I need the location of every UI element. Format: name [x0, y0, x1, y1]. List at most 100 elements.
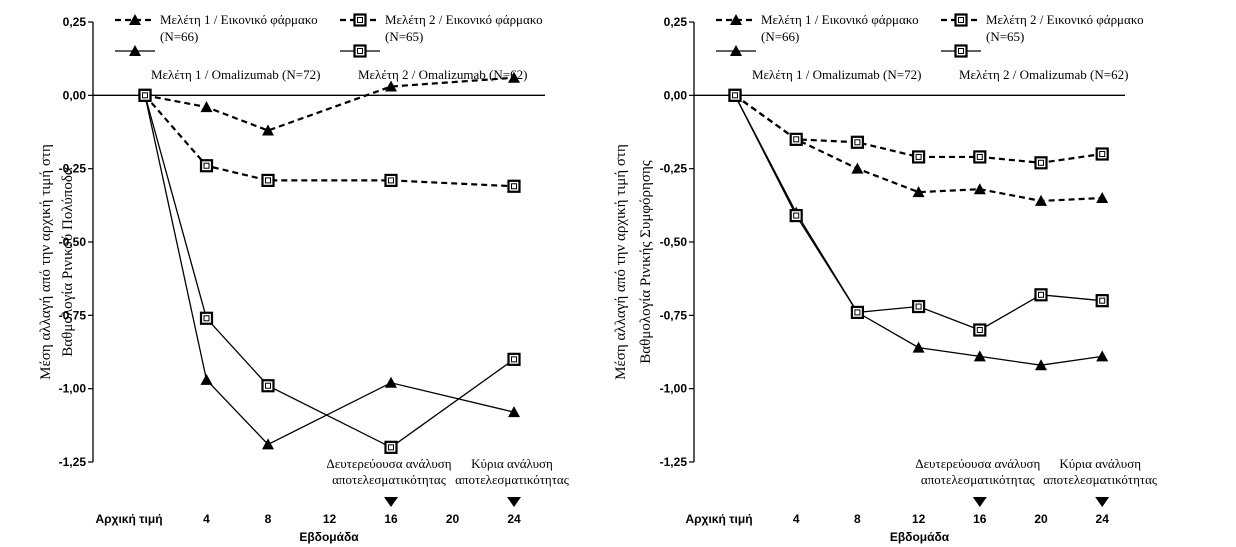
p2-series-1-point-1-inner [793, 136, 800, 143]
p1-series-1-line [144, 94, 515, 188]
p2-annotation-1-arrow [972, 497, 987, 507]
p2-y-tick-label-2: -0,25 [660, 162, 688, 176]
p1-y-axis-label-2: Βαθμολογία Ρινικού Πολύποδα [60, 167, 76, 357]
p2-series-0-line [734, 94, 1103, 203]
p2-series-3-point-5-inner [1038, 291, 1044, 298]
p2-series-3-point-1-inner [793, 212, 800, 219]
p2-x-tick-label-5: 20 [1034, 512, 1048, 526]
p1-series-0-line [144, 76, 515, 132]
p1-series-3-point-legend-inner [357, 48, 363, 54]
p2-legend-0-sublabel: (N=66) [761, 29, 799, 44]
p1-series-3-point-3-inner [388, 444, 394, 451]
p2-annotation-2-line-2: αποτελεσματικότητας [1043, 472, 1158, 487]
p2-annotation-2-arrow [1095, 497, 1110, 507]
p1-legend-2-label: Μελέτη 1 / Omalizumab (N=72) [151, 67, 320, 82]
p2-annotation-2-line-1: Κύρια ανάλυση [1059, 456, 1141, 471]
p2-series-0-point-4 [973, 183, 986, 195]
p2-series-1-point-3-inner [915, 153, 922, 160]
p1-y-tick-label-1: 0,00 [63, 88, 87, 102]
p2-x-tick-label-1: 4 [793, 512, 800, 526]
p1-annotation-2-line-1: Κύρια ανάλυση [471, 456, 553, 471]
p2-series-1-point-6-inner [1099, 151, 1106, 157]
p1-series-1-point-legend-inner [357, 17, 363, 23]
p2-annotation-1-line-1: Δευτερεύουσα ανάλυση [915, 456, 1040, 471]
p1-series-0-point-legend [129, 14, 141, 25]
p1-series-2-point-4 [508, 406, 520, 418]
p1-series-1-point-2-inner [265, 177, 271, 184]
p2-series-0-point-6 [1096, 192, 1109, 203]
p2-series-1-point-4-inner [976, 153, 983, 160]
p2-series-3-point-legend-inner [958, 48, 964, 54]
p2-series-0-point-2 [851, 162, 864, 174]
p2-x-tick-label-4: 16 [973, 512, 987, 526]
p2-legend-2-label: Μελέτη 1 / Omalizumab (N=72) [752, 67, 921, 82]
p2-series-0-point-legend [730, 14, 742, 25]
p1-y-tick-label-3: -0,50 [59, 235, 87, 249]
p2-legend-1-sublabel: (N=65) [986, 29, 1024, 44]
p2-y-axis-label-2: Βαθμολογία Ρινικής Συμφόρησης [638, 160, 654, 364]
p1-y-tick-label-6: -1,25 [59, 455, 87, 469]
p1-series-3-point-0-inner [142, 92, 148, 99]
p2-x-axis-title: Εβδομάδα [890, 530, 950, 544]
p2-legend-3-label: Μελέτη 2 / Omalizumab (N=62) [959, 67, 1128, 82]
p1-annotation-1-line-2: αποτελεσματικότητας [332, 472, 447, 487]
p1-series-2-line [144, 95, 515, 446]
p2-y-tick-label-1: 0,00 [664, 88, 688, 102]
p1-series-0-point-4 [508, 71, 520, 83]
p1-legend-3-label: Μελέτη 2 / Omalizumab (N=62) [358, 67, 527, 82]
p1-annotation-2-arrow [507, 497, 521, 507]
p1-annotation-2-line-2: αποτελεσματικότητας [455, 472, 570, 487]
p1-series-2-point-3 [385, 376, 397, 388]
p2-series-2-point-6 [1096, 350, 1109, 362]
p2-y-tick-label-5: -1,00 [660, 382, 688, 396]
p2-x-tick-label-2: 8 [854, 512, 861, 526]
p2-series-3-point-2-inner [854, 309, 861, 316]
p1-y-tick-label-2: -0,25 [59, 162, 87, 176]
p1-legend-1-label: Μελέτη 2 / Εικονικό φάρμακο [385, 12, 543, 27]
p1-y-tick-label-0: 0,25 [63, 15, 87, 29]
p1-series-3-point-1-inner [203, 315, 210, 322]
p1-x-tick-label-0: Αρχική τιμή [95, 512, 162, 526]
p1-annotation-1-arrow [384, 497, 398, 507]
p2-y-axis-label-1: Μέση αλλαγή από την αρχική τιμή στη [613, 144, 629, 380]
p2-series-3-point-3-inner [915, 303, 922, 310]
p1-x-tick-label-1: 4 [203, 512, 210, 526]
p1-x-tick-label-6: 24 [507, 512, 521, 526]
chart-panel-1: 0,25 0,00 -0,25 -0,50 -0,75 -1,00 -1,25 Αρχική … [38, 12, 570, 544]
p1-series-1-point-4-inner [511, 183, 517, 190]
p2-legend-0-label: Μελέτη 1 / Εικονικό φάρμακο [761, 12, 919, 27]
p1-y-tick-label-5: -1,00 [59, 382, 87, 396]
p1-legend-0-sublabel: (N=66) [160, 29, 198, 44]
p2-y-tick-label-4: -0,75 [660, 308, 688, 322]
p2-series-3-point-4-inner [976, 327, 983, 333]
p1-x-tick-label-3: 12 [323, 512, 337, 526]
chart-panel-2: 0,25 0,00 -0,25 -0,50 -0,75 -1,00 -1,25 Αρχική … [613, 12, 1158, 544]
p2-legend-1-label: Μελέτη 2 / Εικονικό φάρμακο [986, 12, 1144, 27]
p1-y-tick-label-4: -0,75 [59, 308, 87, 322]
p2-series-3-point-6-inner [1099, 297, 1106, 304]
p1-series-2-point-legend [129, 45, 141, 56]
p1-series-3-line [144, 95, 515, 449]
p1-x-tick-label-2: 8 [265, 512, 272, 526]
p1-series-0-point-2 [262, 124, 274, 136]
p2-series-3-point-0-inner [732, 92, 738, 99]
p2-y-tick-label-0: 0,25 [664, 15, 688, 29]
p2-series-2-point-5 [1035, 359, 1047, 371]
p1-series-0-point-3 [385, 80, 397, 92]
p1-series-2-point-2 [262, 438, 274, 450]
p1-x-tick-label-4: 16 [384, 512, 398, 526]
p2-series-0-point-3 [912, 186, 925, 198]
p1-legend-0-label: Μελέτη 1 / Εικονικό φάρμακο [160, 12, 318, 27]
p2-series-1-point-legend-inner [958, 17, 964, 23]
p2-series-1-point-5-inner [1038, 159, 1044, 166]
p2-x-tick-label-3: 12 [912, 512, 926, 526]
p2-series-2-point-legend [730, 45, 742, 56]
p1-series-1-point-1-inner [203, 162, 210, 169]
p1-series-3-point-4-inner [511, 356, 517, 363]
p2-annotation-1-line-2: αποτελεσματικότητας [921, 472, 1036, 487]
p2-series-2-point-3 [912, 341, 925, 353]
p1-series-3-point-2-inner [265, 382, 271, 389]
p1-x-axis-title: Εβδομάδα [299, 530, 359, 544]
p2-x-tick-label-0: Αρχική τιμή [685, 512, 752, 526]
p2-x-tick-label-6: 24 [1096, 512, 1110, 526]
